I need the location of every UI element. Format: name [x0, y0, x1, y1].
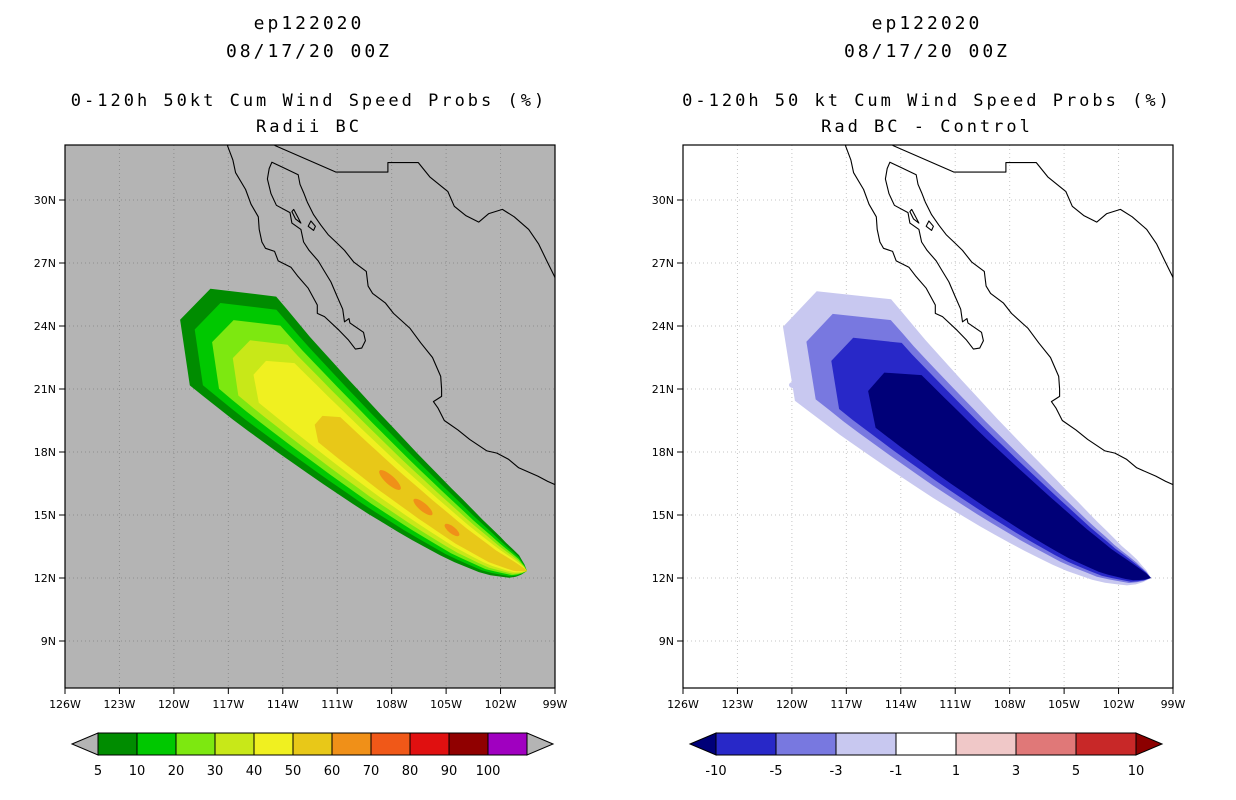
map-canvas-right: 30N 27N 24N 21N 18N 15N 12N 9N 126W 123W 120W 117W 1… [652, 144, 1186, 779]
svg-text:90: 90 [441, 764, 458, 779]
svg-text:10: 10 [1128, 764, 1145, 779]
product-subtitle-right: Rad BC - Control [821, 117, 1033, 137]
svg-text:18N: 18N [34, 446, 56, 459]
map-frame [682, 144, 1174, 689]
svg-text:108W: 108W [376, 698, 408, 711]
svg-text:20: 20 [168, 764, 185, 779]
svg-text:30N: 30N [652, 194, 674, 207]
svg-text:117W: 117W [830, 698, 862, 711]
svg-text:1: 1 [952, 764, 960, 779]
svg-text:9N: 9N [41, 635, 56, 648]
svg-text:5: 5 [94, 764, 102, 779]
graticule [682, 145, 1174, 688]
svg-text:12N: 12N [652, 572, 674, 585]
title-block-right: ep122020 08/17/20 00Z 0-120h 50 kt Cum W… [618, 0, 1236, 137]
island-outline [307, 220, 316, 231]
svg-text:105W: 105W [430, 698, 462, 711]
svg-text:50: 50 [285, 764, 302, 779]
svg-text:102W: 102W [1103, 698, 1135, 711]
axis-labels: 30N 27N 24N 21N 18N 15N 12N 9N 126W 123W 120W 117W 1… [652, 194, 1186, 711]
svg-text:70: 70 [363, 764, 380, 779]
island-outline [925, 220, 934, 231]
svg-text:99W: 99W [1161, 698, 1186, 711]
svg-text:117W: 117W [212, 698, 244, 711]
island-outline [909, 208, 920, 224]
coastline [844, 145, 1173, 486]
svg-text:111W: 111W [939, 698, 971, 711]
svg-text:10: 10 [129, 764, 146, 779]
title-block-left: ep122020 08/17/20 00Z 0-120h 50kt Cum Wi… [0, 0, 618, 137]
svg-text:27N: 27N [34, 257, 56, 270]
colorbar-labels: 5 10 20 30 40 50 60 70 80 90 100 [94, 764, 501, 779]
svg-text:105W: 105W [1048, 698, 1080, 711]
svg-text:-5: -5 [770, 764, 783, 779]
product-title-right: 0-120h 50 kt Cum Wind Speed Probs (%) [682, 91, 1172, 111]
storm-id-left: ep122020 [253, 13, 365, 34]
svg-text:21N: 21N [34, 383, 56, 396]
coastline [226, 145, 555, 486]
svg-text:111W: 111W [321, 698, 353, 711]
svg-text:100: 100 [476, 764, 501, 779]
svg-text:114W: 114W [885, 698, 917, 711]
svg-text:3: 3 [1012, 764, 1020, 779]
svg-text:9N: 9N [659, 635, 674, 648]
init-time-right: 08/17/20 00Z [843, 41, 1011, 62]
map-frame [64, 144, 556, 689]
svg-text:123W: 123W [722, 698, 754, 711]
axis-labels: 30N 27N 24N 21N 18N 15N 12N 9N 126W 123W 120W 117W 1… [34, 194, 568, 711]
probability-swath [783, 291, 1151, 586]
storm-id-right: ep122020 [871, 13, 983, 34]
svg-text:24N: 24N [34, 320, 56, 333]
svg-text:120W: 120W [776, 698, 808, 711]
svg-text:40: 40 [246, 764, 263, 779]
svg-text:120W: 120W [158, 698, 190, 711]
svg-text:114W: 114W [267, 698, 299, 711]
svg-text:123W: 123W [104, 698, 136, 711]
border-line [892, 145, 1173, 278]
svg-text:24N: 24N [652, 320, 674, 333]
svg-text:30: 30 [207, 764, 224, 779]
product-subtitle-left: Radii BC [256, 117, 362, 137]
svg-text:126W: 126W [49, 698, 81, 711]
svg-text:-3: -3 [830, 764, 843, 779]
svg-text:18N: 18N [652, 446, 674, 459]
svg-text:-1: -1 [890, 764, 903, 779]
svg-text:126W: 126W [667, 698, 699, 711]
svg-text:102W: 102W [485, 698, 517, 711]
map-canvas-left: 30N 27N 24N 21N 18N 15N 12N 9N 126W 123W 120W 117W 1… [34, 144, 568, 779]
colorbar [70, 732, 555, 756]
colorbar [688, 732, 1164, 756]
panel-radii-bc: ep122020 08/17/20 00Z 0-120h 50kt Cum Wi… [0, 0, 618, 779]
panel-rad-bc-minus-control: ep122020 08/17/20 00Z 0-120h 50 kt Cum W… [618, 0, 1236, 800]
svg-text:12N: 12N [34, 572, 56, 585]
svg-text:99W: 99W [543, 698, 568, 711]
svg-text:-10: -10 [705, 764, 726, 779]
svg-text:60: 60 [324, 764, 341, 779]
svg-text:27N: 27N [652, 257, 674, 270]
svg-text:15N: 15N [34, 509, 56, 522]
product-title-left: 0-120h 50kt Cum Wind Speed Probs (%) [70, 91, 548, 111]
colorbar-labels: -10 -5 -3 -1 1 3 5 10 [705, 764, 1144, 779]
island-outline [291, 208, 302, 224]
svg-text:80: 80 [402, 764, 419, 779]
svg-text:21N: 21N [652, 383, 674, 396]
border-line [274, 145, 555, 278]
svg-text:15N: 15N [652, 509, 674, 522]
svg-text:5: 5 [1072, 764, 1080, 779]
svg-text:108W: 108W [994, 698, 1026, 711]
init-time-left: 08/17/20 00Z [225, 41, 393, 62]
svg-text:30N: 30N [34, 194, 56, 207]
probability-swath [180, 288, 528, 578]
